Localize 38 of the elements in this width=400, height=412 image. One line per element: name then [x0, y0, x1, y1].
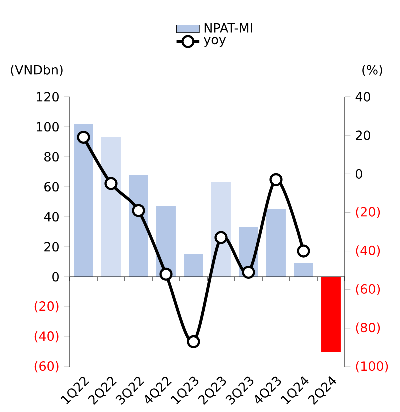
y-tick-label: 120 — [37, 92, 59, 102]
y2-tick-label: 0 — [356, 169, 362, 179]
point — [187, 335, 200, 348]
y2-tick-label: (40) — [356, 246, 380, 257]
y-tick-label: 60 — [44, 182, 59, 192]
y2-tick-label: (80) — [356, 322, 380, 334]
point — [270, 173, 283, 186]
point — [297, 244, 310, 258]
bar — [74, 124, 94, 277]
point — [77, 130, 90, 144]
y-tick-label: (20) — [34, 301, 59, 313]
y-tick-label: 40 — [44, 212, 59, 222]
point — [104, 177, 118, 190]
y2-axis-title: (%) — [362, 65, 382, 76]
legend-label: NPAT-MI — [204, 23, 252, 33]
y-tick-label: 20 — [44, 242, 59, 252]
y-tick-label: (60) — [34, 361, 59, 373]
bar — [129, 175, 148, 277]
y-axis-title: (VNDbn) — [11, 65, 63, 76]
bar — [102, 138, 121, 277]
y2-tick-label: (60) — [356, 284, 380, 296]
point — [214, 231, 228, 244]
y-tick-label: 80 — [44, 152, 59, 162]
point — [132, 204, 146, 218]
point — [160, 268, 173, 281]
y2-tick-label: (20) — [356, 207, 380, 218]
bar — [294, 264, 314, 277]
y2-tick-label: 40 — [356, 92, 370, 102]
y-tick-label: 100 — [37, 122, 59, 132]
y-tick-label: 0 — [52, 272, 59, 282]
point — [242, 266, 256, 280]
y-tick-label: (40) — [34, 331, 59, 343]
bar — [184, 254, 204, 277]
legend-label: yoy — [204, 37, 226, 48]
y2-tick-label: 20 — [356, 130, 370, 140]
y2-tick-label: (100) — [356, 361, 388, 373]
bar — [322, 277, 341, 352]
bar — [266, 210, 286, 277]
